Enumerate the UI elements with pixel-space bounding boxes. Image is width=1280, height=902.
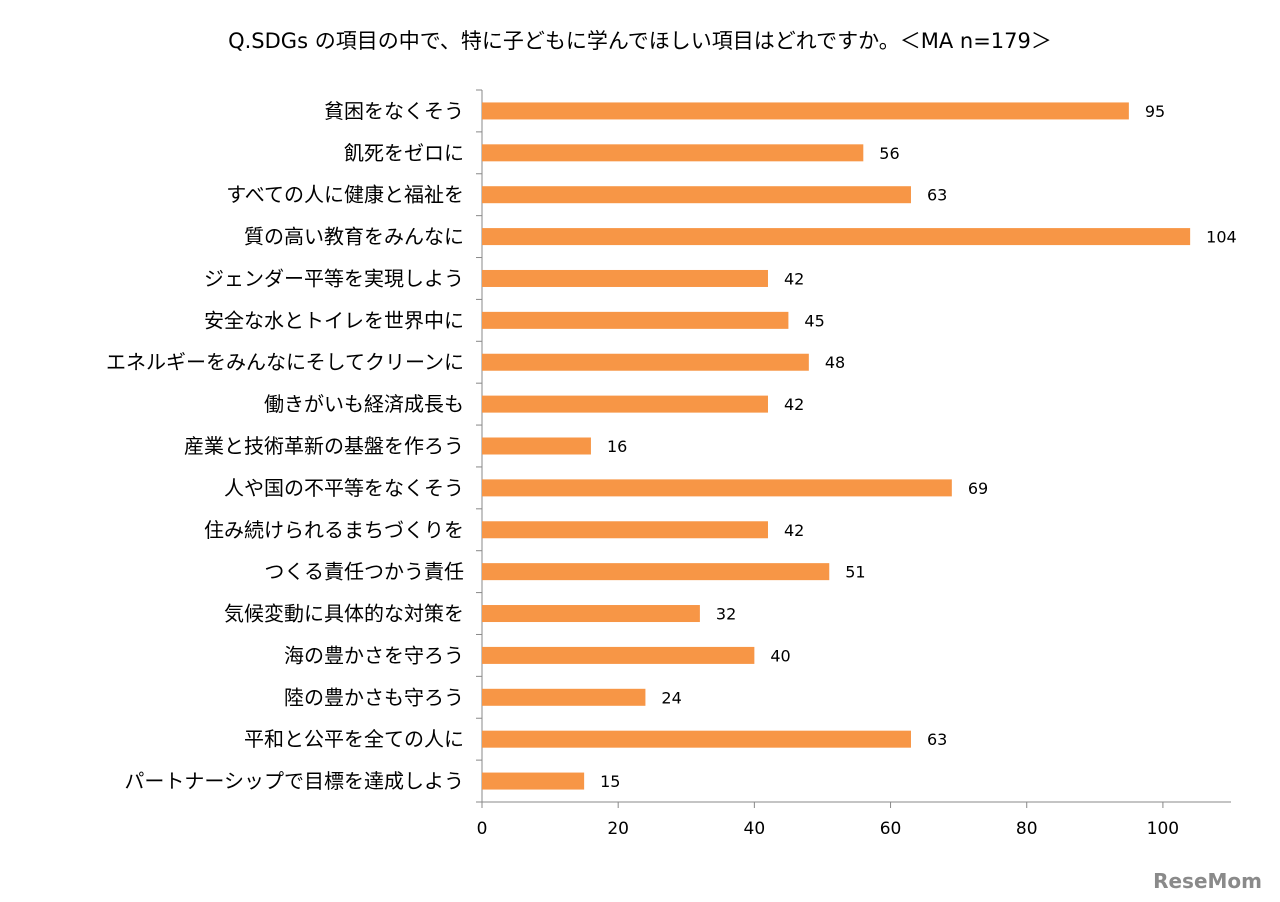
category-label: 安全な水とトイレを世界中に [204,308,464,332]
watermark-logo: ReseMom [1153,869,1262,893]
bar [482,563,830,581]
bar [482,479,952,497]
bar [482,395,768,413]
bar [482,186,911,204]
chart-title: Q.SDGs の項目の中で、特に子どもに学んでほしい項目はどれですか。＜MA n… [228,29,1052,53]
category-label: ジェンダー平等を実現しよう [204,266,464,290]
category-label: 質の高い教育をみんなに [244,225,464,249]
bar [482,102,1129,120]
value-label: 45 [804,311,824,330]
category-label: 貧困をなくそう [324,99,464,123]
value-label: 42 [784,395,804,414]
bar [482,646,755,664]
category-label: パートナーシップで目標を達成しよう [124,769,464,793]
value-label: 42 [784,269,804,288]
bar [482,311,789,329]
value-label: 63 [927,186,947,205]
category-label: 産業と技術革新の基盤を作ろう [184,434,464,458]
bar [482,353,809,371]
category-label: 陸の豊かさも守ろう [284,685,464,709]
plot-area: 0 20 40 60 80 100 貧困をなくそう 95 飢死をゼロに 56 すべての人に健康と福祉… [106,89,1237,839]
category-label: すべての人に健康と福祉を [226,183,464,207]
value-label: 16 [607,437,627,456]
bar [482,437,591,455]
x-tick-label: 40 [744,819,766,839]
value-label: 56 [879,144,899,163]
value-label: 51 [845,563,865,582]
category-label: つくる責任つかう責任 [264,560,464,584]
value-label: 104 [1206,228,1237,247]
bar [482,730,911,748]
x-tick-label: 20 [607,819,629,839]
bar [482,521,768,539]
x-tick-label: 60 [880,819,902,839]
category-label: 平和と公平を全ての人に [244,727,464,751]
x-tick-label: 100 [1147,819,1179,839]
bar [482,269,768,287]
category-label: 住み続けられるまちづくりを [204,518,464,542]
value-label: 15 [600,772,620,791]
value-label: 95 [1145,102,1165,121]
category-label: 海の豊かさを守ろう [284,643,464,667]
category-label: エネルギーをみんなにそしてクリーンに [106,350,464,374]
category-label: 気候変動に具体的な対策を [224,602,464,626]
bar [482,144,864,162]
bar [482,228,1191,246]
bar [482,688,646,706]
bar [482,605,700,623]
bar [482,772,585,790]
value-label: 42 [784,521,804,540]
x-tick-label: 80 [1016,819,1038,839]
x-tick-label: 0 [477,819,488,839]
value-label: 32 [716,605,736,624]
value-label: 69 [968,479,988,498]
value-label: 40 [770,646,790,665]
category-label: 人や国の不平等をなくそう [224,476,464,500]
category-label: 飢死をゼロに [344,141,464,165]
value-label: 63 [927,730,947,749]
value-label: 48 [825,353,845,372]
value-label: 24 [661,688,681,707]
category-label: 働きがいも経済成長も [264,392,464,416]
